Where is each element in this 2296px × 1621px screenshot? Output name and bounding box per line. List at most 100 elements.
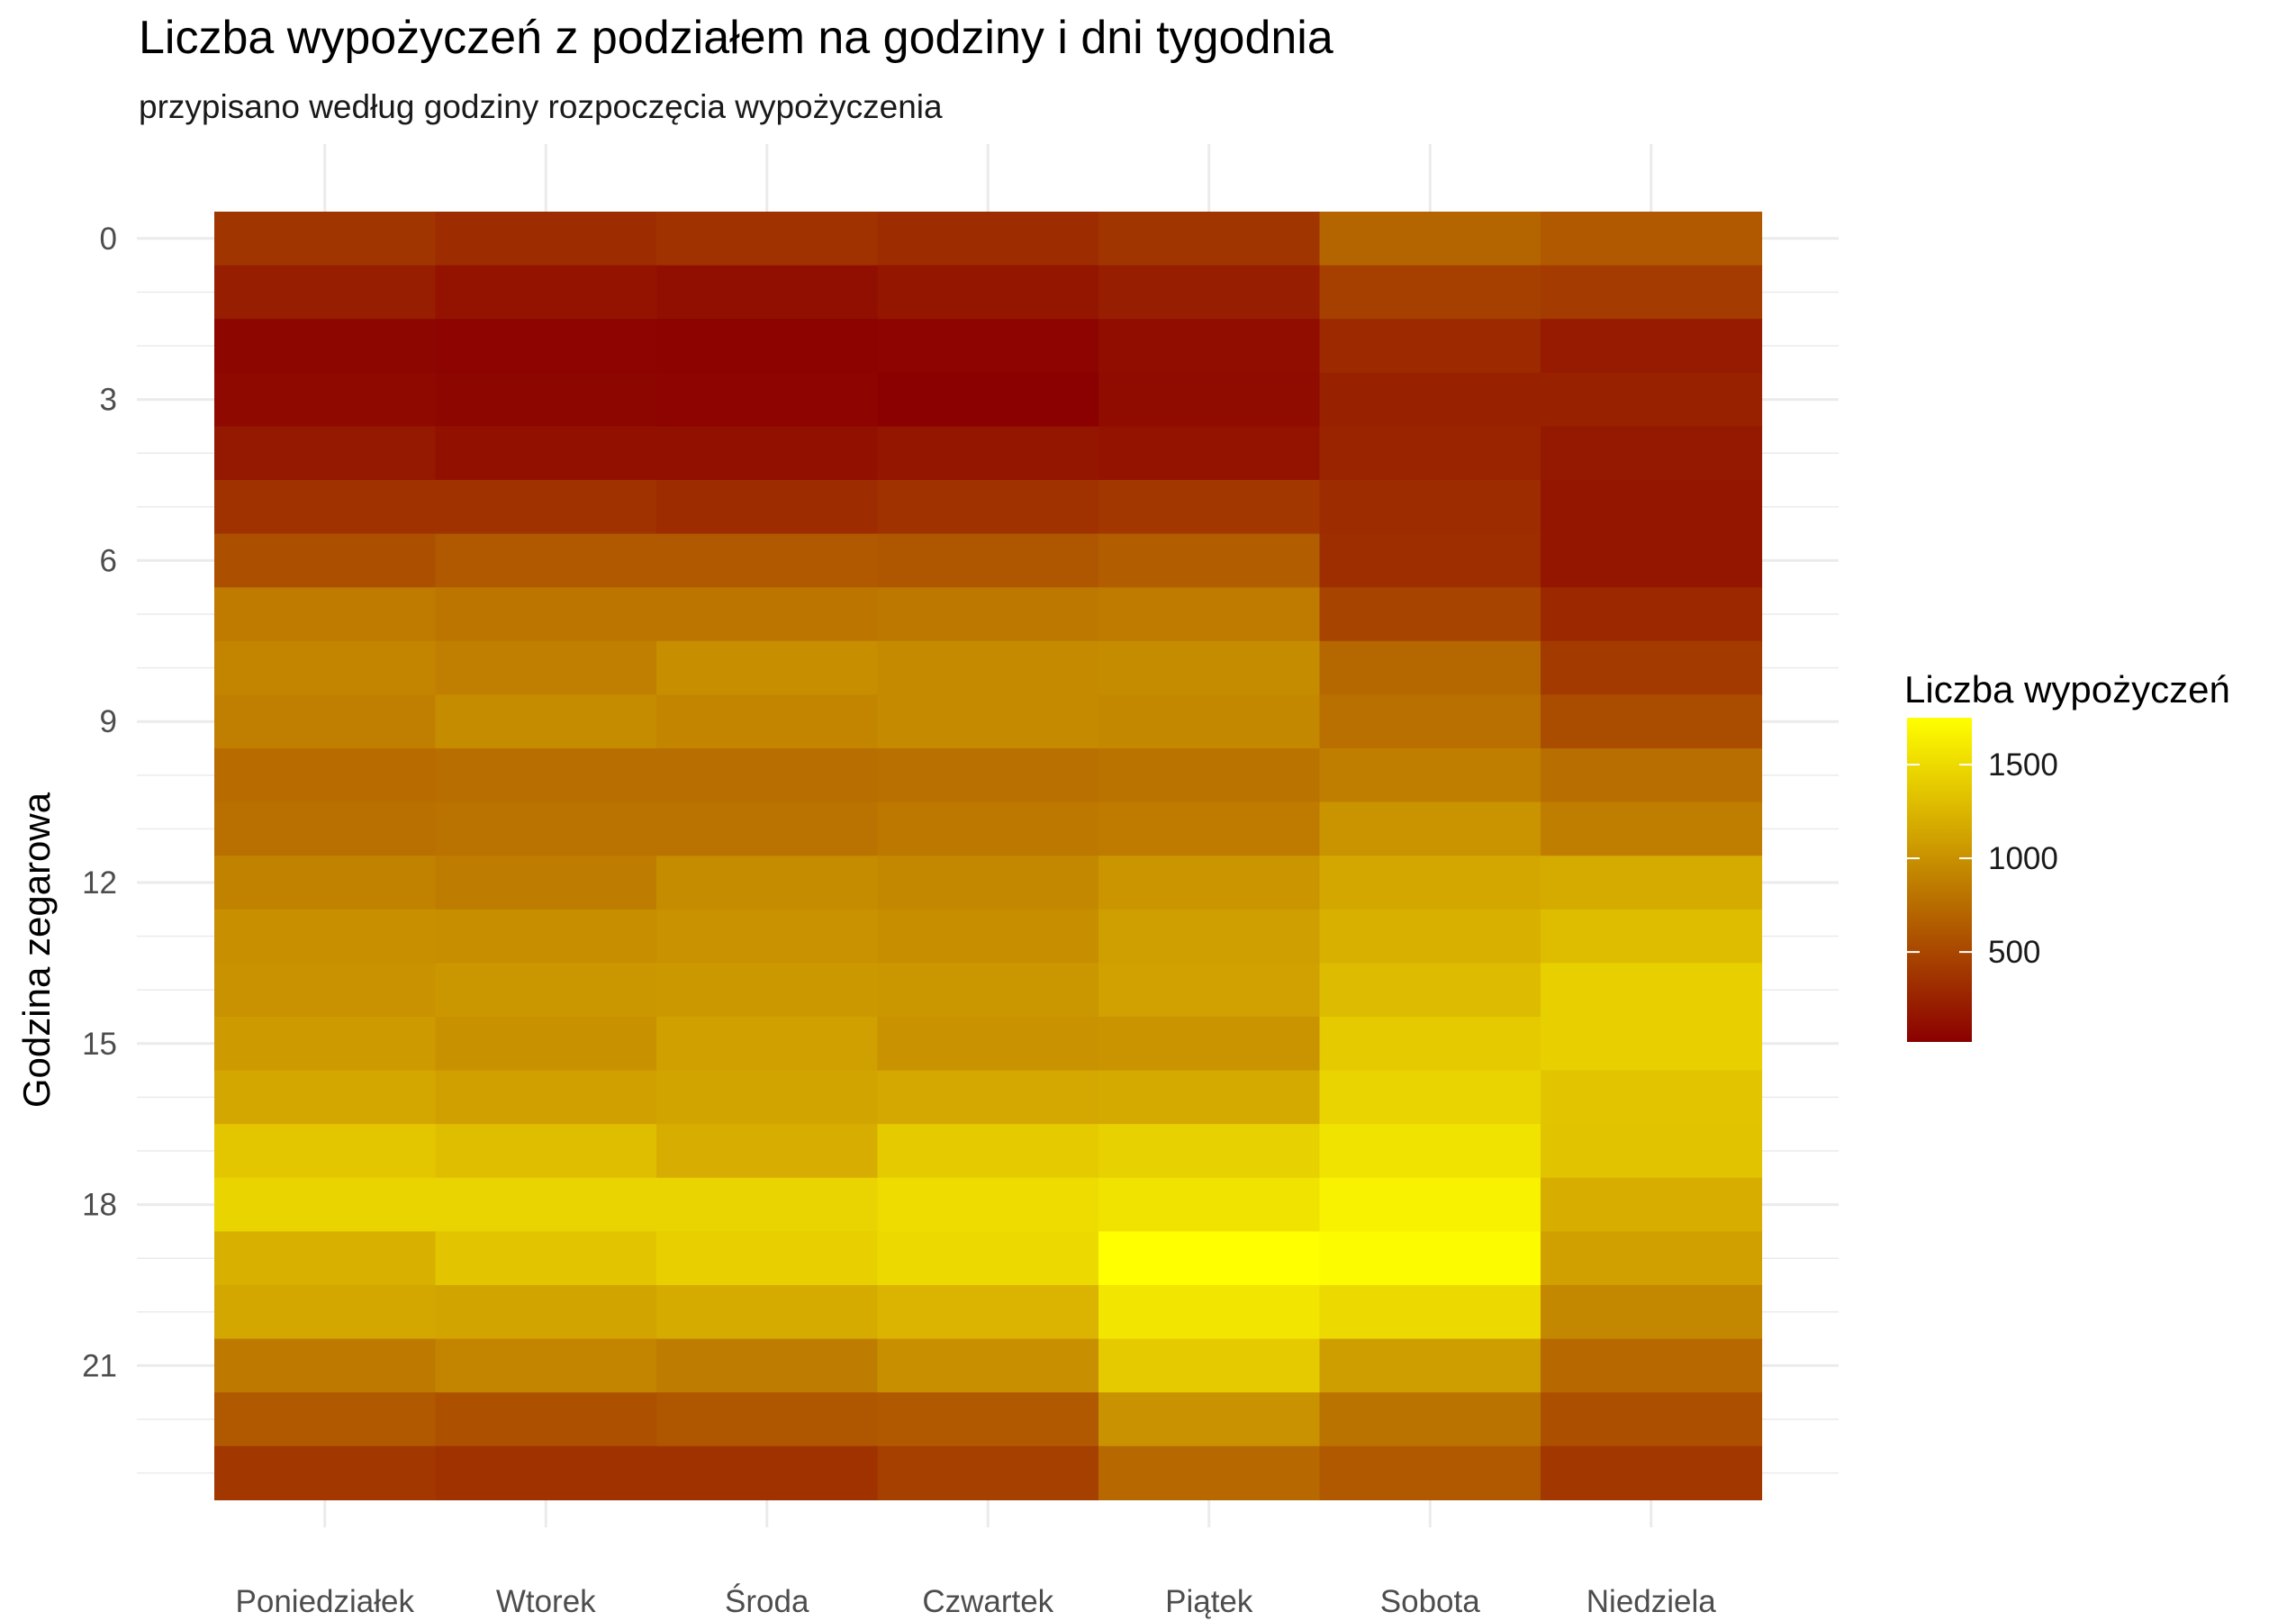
heatmap-cell [435,426,657,481]
legend-title: Liczba wypożyczeń [1904,668,2230,711]
heatmap-cell [877,1231,1099,1286]
heatmap-cell [1098,1392,1321,1447]
heatmap-cell [1541,587,1763,642]
heatmap-cell [1541,909,1763,964]
heatmap-cell [1541,640,1763,695]
heatmap-cell [877,1124,1099,1179]
heatmap-cell [435,480,657,535]
heatmap-cell [214,1017,437,1072]
heatmap-cell [435,1017,657,1072]
heatmap-cell [214,963,437,1018]
heatmap-cell [1098,748,1321,803]
heatmap-cell [877,1017,1099,1072]
heatmap-cell [214,1392,437,1447]
x-tick-label: Piątek [1165,1584,1253,1619]
heatmap-cell [435,640,657,695]
heatmap-cell [435,1177,657,1232]
heatmap-cell [656,1177,879,1232]
heatmap-cell [435,265,657,320]
heatmap-cell [656,587,879,642]
heatmap-cell [1319,372,1541,427]
heatmap-cell [1098,587,1321,642]
heatmap-cell [1319,426,1541,481]
heatmap-cell [214,1124,437,1179]
legend-tick-label: 500 [1988,935,2040,970]
heatmap-cell [1541,1445,1763,1500]
heatmap-cell [656,480,879,535]
heatmap-cell [435,748,657,803]
heatmap-cell [656,856,879,910]
heatmap-cell [1541,1017,1763,1072]
heatmap-cell [435,801,657,856]
heatmap-cell [877,748,1099,803]
heatmap-cell [1098,265,1321,320]
heatmap-cell [214,694,437,749]
heatmap-cell [214,480,437,535]
heatmap-cell [877,1445,1099,1500]
heatmap-cell [1541,426,1763,481]
heatmap-cell [877,1177,1099,1232]
heatmap-cell [656,533,879,588]
heatmap-cell [656,1392,879,1447]
heatmap-cell [656,1338,879,1393]
heatmap-cell [656,319,879,374]
heatmap-cell [656,694,879,749]
heatmap-cell [877,265,1099,320]
heatmap-cell [214,533,437,588]
legend: Liczba wypożyczeń 500 1000 1500 [1904,668,2230,1042]
heatmap-cell [1541,801,1763,856]
heatmap-cell [1541,1392,1763,1447]
heatmap-cell [656,801,879,856]
heatmap-cell [1541,856,1763,910]
heatmap-cell [656,640,879,695]
heatmap-cell [1098,1445,1321,1500]
heatmap-cell [656,1124,879,1179]
heatmap-cell [1319,640,1541,695]
heatmap-cell [1319,856,1541,910]
y-tick-label: 0 [100,222,117,257]
y-tick-label: 3 [100,383,117,418]
heatmap-cell [214,1445,437,1500]
x-tick-label: Poniedziałek [236,1584,415,1619]
heatmap-cell [1319,694,1541,749]
heatmap-cell [1098,640,1321,695]
heatmap-cell [214,426,437,481]
heatmap-cell [214,1177,437,1232]
heatmap-cell [214,801,437,856]
heatmap-cell [214,265,437,320]
heatmap-cell [1319,1445,1541,1500]
heatmap-cell [435,1231,657,1286]
heatmap-cell [1098,1177,1321,1232]
heatmap-cell [435,1070,657,1125]
legend-ticks: 500 1000 1500 [1907,747,2058,970]
heatmap-cell [1098,1338,1321,1393]
heatmap-cell [1541,480,1763,535]
legend-tick-label: 1000 [1988,841,2058,876]
heatmap-cell [1098,801,1321,856]
heatmap-cell [1319,1285,1541,1340]
heatmap-cell [656,265,879,320]
heatmap-cell [877,372,1099,427]
heatmap-cell [1319,587,1541,642]
y-axis-title: Godzina zegarowa [15,792,58,1108]
heatmap-cell [656,1017,879,1072]
heatmap-cell [214,1285,437,1340]
x-tick-label: Środa [725,1583,809,1619]
heatmap-cell [656,372,879,427]
heatmap-cell [1098,1231,1321,1286]
heatmap-cell [877,640,1099,695]
heatmap-cell [1319,1070,1541,1125]
heatmap-cell [1541,1285,1763,1340]
chart-subtitle: przypisano według godziny rozpoczęcia wy… [139,88,943,125]
heatmap-cell [435,1124,657,1179]
heatmap-cell [435,533,657,588]
heatmap-cell [214,748,437,803]
heatmap-cell [214,372,437,427]
heatmap-cell [435,856,657,910]
x-axis-ticks: Poniedziałek Wtorek Środa Czwartek Piątek Sob… [236,1583,1717,1619]
heatmap-cell [214,640,437,695]
heatmap-cell [1319,533,1541,588]
heatmap-cell [1319,1017,1541,1072]
heatmap-cell [1541,372,1763,427]
